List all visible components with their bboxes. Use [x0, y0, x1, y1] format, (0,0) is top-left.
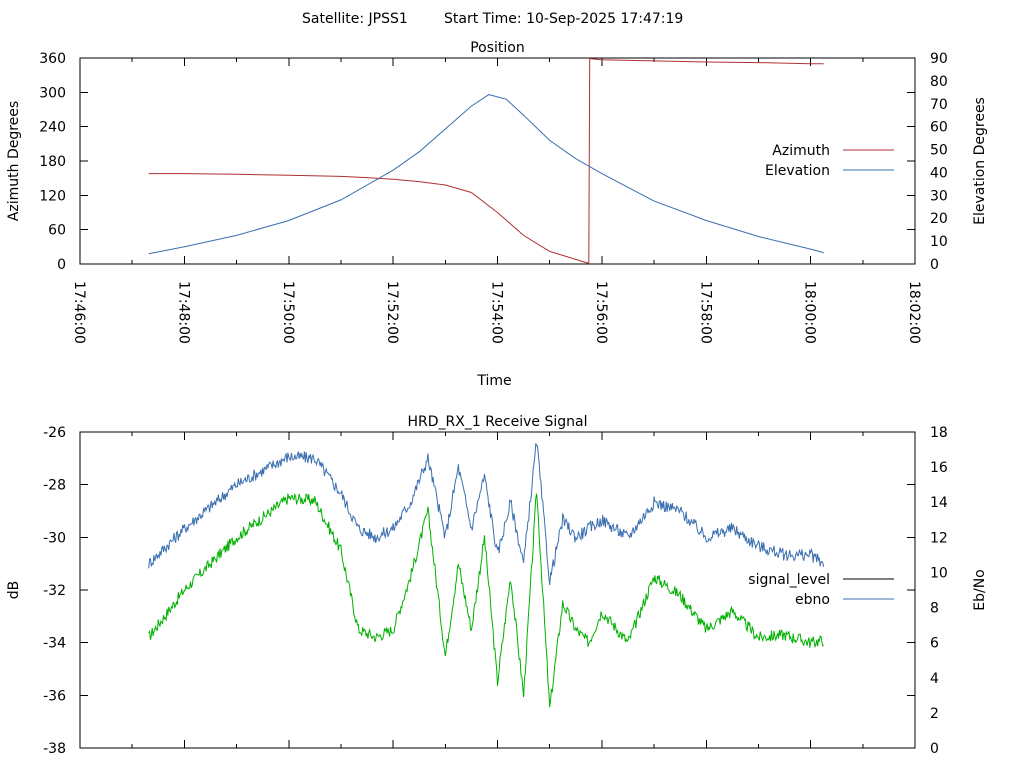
y2-tick-label: 80 — [930, 74, 948, 90]
x-tick-label: 17:56:00 — [593, 281, 609, 344]
y2-tick-label: 90 — [930, 51, 948, 67]
y-tick-label: -32 — [43, 583, 66, 599]
y2-tick-label: 50 — [930, 143, 948, 159]
y-tick-label: -38 — [43, 741, 66, 757]
y2-tick-label: 12 — [930, 530, 948, 546]
y-tick-label: 300 — [39, 85, 66, 101]
y-tick-label: 240 — [39, 120, 66, 136]
plot-frame — [79, 431, 916, 749]
y2-tick-label: 2 — [930, 706, 939, 722]
series-line-azimuth — [148, 58, 824, 265]
y2-tick-label: 18 — [930, 425, 948, 441]
legend-label: Elevation — [765, 163, 830, 179]
chart-title: HRD_RX_1 Receive Signal — [408, 414, 588, 430]
y2-tick-label: 40 — [930, 165, 948, 181]
x-tick-label: 17:50:00 — [280, 281, 296, 344]
series-line-elevation — [148, 94, 824, 255]
x-tick-label: 17:48:00 — [175, 281, 191, 344]
y2-tick-label: 16 — [930, 460, 948, 476]
y-tick-label: 0 — [57, 257, 66, 273]
y-tick-label: -30 — [43, 530, 66, 546]
header-satellite: Satellite: JPSS1 — [302, 11, 408, 27]
x-tick-label: 17:52:00 — [384, 281, 400, 344]
x-tick-label: 17:58:00 — [697, 281, 713, 344]
x-tick-label: 18:00:00 — [802, 281, 818, 344]
y2-tick-label: 0 — [930, 257, 939, 273]
y-tick-label: -26 — [43, 425, 66, 441]
y-tick-label: -28 — [43, 478, 66, 494]
y2-tick-label: 10 — [930, 565, 948, 581]
x-tick-label: 18:02:00 — [906, 281, 922, 344]
plot-frame — [79, 57, 916, 265]
y-tick-label: 180 — [39, 154, 66, 170]
y2-tick-label: 60 — [930, 120, 948, 136]
x-axis-label: Time — [476, 373, 511, 389]
y2-tick-label: 14 — [930, 495, 948, 511]
y2-axis-label: Eb/No — [972, 569, 988, 611]
series-line-ebno — [148, 443, 825, 585]
y2-tick-label: 30 — [930, 188, 948, 204]
y2-tick-label: 8 — [930, 601, 939, 617]
y-axis-label: Azimuth Degrees — [6, 101, 22, 221]
y2-axis-label: Elevation Degrees — [972, 97, 988, 225]
y-tick-label: 60 — [48, 223, 66, 239]
y-tick-label: -36 — [43, 688, 66, 704]
y-tick-label: -34 — [43, 636, 66, 652]
series-line-signal-level — [148, 492, 824, 708]
legend-label: signal_level — [748, 572, 830, 588]
y2-tick-label: 4 — [930, 671, 939, 687]
header-start-time: Start Time: 10-Sep-2025 17:47:19 — [444, 11, 683, 27]
y2-tick-label: 0 — [930, 741, 939, 757]
y2-tick-label: 10 — [930, 234, 948, 250]
receive-signal-chart: HRD_RX_1 Receive Signal -38 -36 -34 -32 -30 -2… — [6, 414, 988, 757]
y2-tick-label: 6 — [930, 636, 939, 652]
position-chart: Position 0 60 120 180 240 300 360 0 10 20 30 40 50 60 7… — [6, 40, 988, 389]
y2-tick-label: 20 — [930, 211, 948, 227]
y2-tick-label: 70 — [930, 97, 948, 113]
legend-label: ebno — [795, 592, 830, 608]
x-tick-label: 17:54:00 — [489, 281, 505, 344]
y-tick-label: 360 — [39, 51, 66, 67]
y-axis-label: dB — [6, 581, 22, 600]
x-tick-label: 17:46:00 — [71, 281, 87, 344]
chart-title: Position — [470, 40, 525, 56]
y-tick-label: 120 — [39, 188, 66, 204]
legend-label: Azimuth — [772, 143, 830, 159]
